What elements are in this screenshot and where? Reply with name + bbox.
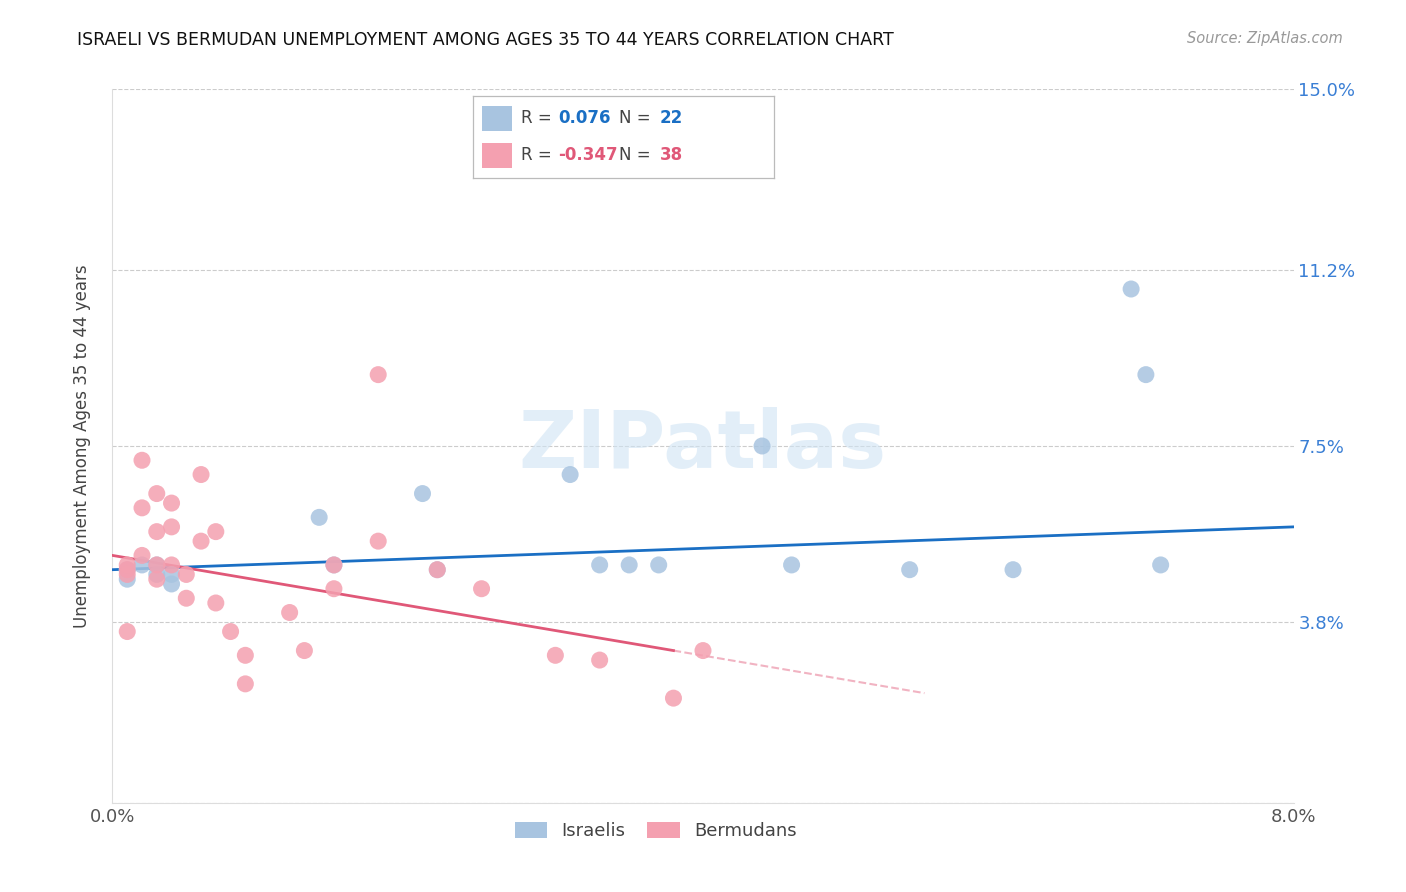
Point [692,643,714,657]
Point [751,439,773,453]
Point [117,572,138,586]
Point [780,558,803,572]
Point [117,558,138,572]
Legend: Israelis, Bermudans: Israelis, Bermudans [508,814,804,847]
Point [160,520,183,534]
Point [160,558,183,572]
Point [233,648,256,663]
Point [174,567,197,582]
Point [205,596,228,610]
Point [190,467,212,482]
Point [190,534,212,549]
Point [233,677,256,691]
Point [412,486,434,500]
Point [174,591,197,606]
Point [367,534,389,549]
Point [160,496,183,510]
Point [426,563,449,577]
Point [1150,558,1173,572]
Point [292,643,315,657]
Point [146,572,169,586]
Point [146,486,169,500]
Point [367,368,389,382]
Point [219,624,242,639]
Point [588,653,610,667]
Point [146,567,169,582]
Point [1001,563,1024,577]
Point [278,606,301,620]
Point [160,567,183,582]
Point [323,558,346,572]
Point [544,648,567,663]
Point [131,500,153,515]
Point [323,582,346,596]
Point [146,558,169,572]
Point [662,691,685,706]
Point [308,510,330,524]
Point [117,563,138,577]
Y-axis label: Unemployment Among Ages 35 to 44 years: Unemployment Among Ages 35 to 44 years [73,264,91,628]
Point [560,467,582,482]
Point [117,567,138,582]
Point [619,558,641,572]
Point [146,524,169,539]
Text: ZIPatlas: ZIPatlas [519,407,887,485]
Point [205,524,228,539]
Point [898,563,921,577]
Point [1119,282,1142,296]
Point [588,558,610,572]
Point [131,453,153,467]
Point [647,558,671,572]
Text: ISRAELI VS BERMUDAN UNEMPLOYMENT AMONG AGES 35 TO 44 YEARS CORRELATION CHART: ISRAELI VS BERMUDAN UNEMPLOYMENT AMONG A… [77,31,894,49]
Point [426,563,449,577]
Point [471,582,494,596]
Point [131,549,153,563]
Point [160,577,183,591]
Point [117,624,138,639]
Point [1135,368,1157,382]
Text: Source: ZipAtlas.com: Source: ZipAtlas.com [1187,31,1343,46]
Point [323,558,346,572]
Point [131,558,153,572]
Point [117,563,138,577]
Point [146,558,169,572]
